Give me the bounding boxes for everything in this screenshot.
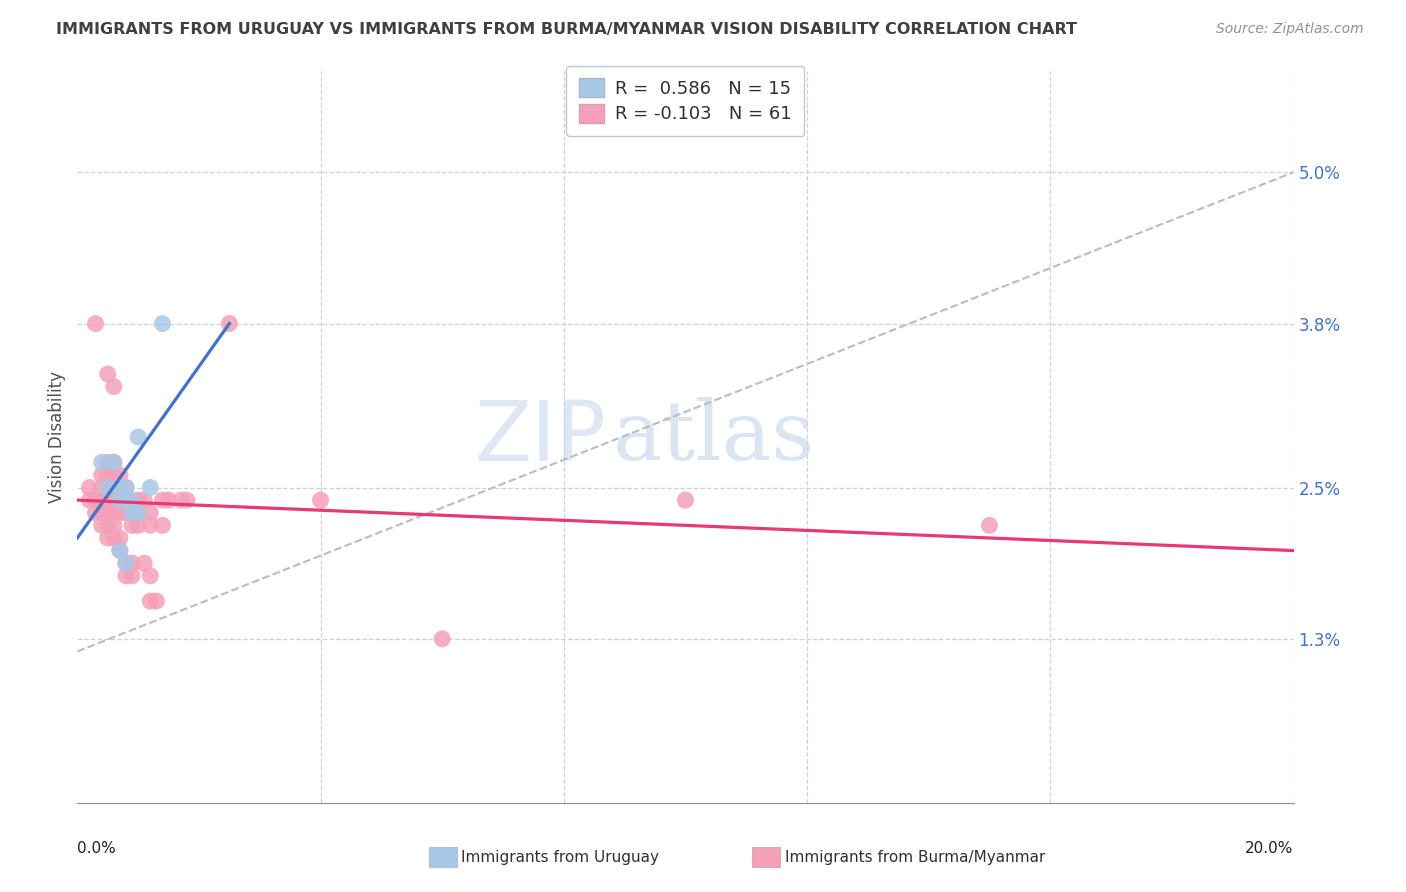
Point bbox=[127, 493, 149, 508]
Point bbox=[84, 317, 107, 331]
Point bbox=[108, 493, 131, 508]
Point bbox=[121, 506, 143, 520]
Point bbox=[145, 594, 167, 608]
Text: ZIP: ZIP bbox=[474, 397, 606, 477]
Point bbox=[90, 518, 112, 533]
Point bbox=[121, 506, 143, 520]
Point bbox=[108, 481, 131, 495]
Point bbox=[115, 481, 138, 495]
Point bbox=[90, 506, 112, 520]
Point bbox=[90, 467, 112, 482]
Point bbox=[108, 467, 131, 482]
Point bbox=[139, 594, 162, 608]
Point bbox=[90, 481, 112, 495]
Point bbox=[152, 317, 174, 331]
Text: atlas: atlas bbox=[613, 397, 814, 477]
Text: 20.0%: 20.0% bbox=[1246, 840, 1294, 855]
Point bbox=[115, 506, 138, 520]
Point bbox=[152, 518, 174, 533]
Point bbox=[97, 481, 120, 495]
Point bbox=[84, 493, 107, 508]
Point bbox=[97, 455, 120, 469]
Point bbox=[115, 481, 138, 495]
Point bbox=[115, 569, 138, 583]
Point bbox=[979, 518, 1001, 533]
Point bbox=[127, 518, 149, 533]
Point bbox=[157, 493, 180, 508]
Point bbox=[97, 506, 120, 520]
Point bbox=[103, 379, 125, 393]
Point bbox=[115, 556, 138, 570]
Point bbox=[97, 493, 120, 508]
Point bbox=[170, 493, 193, 508]
Point bbox=[127, 430, 149, 444]
Point bbox=[218, 317, 240, 331]
Point bbox=[103, 518, 125, 533]
Point bbox=[103, 467, 125, 482]
Point bbox=[108, 531, 131, 545]
Point bbox=[127, 506, 149, 520]
Point bbox=[115, 556, 138, 570]
Point bbox=[84, 506, 107, 520]
Point bbox=[79, 493, 101, 508]
Point bbox=[103, 493, 125, 508]
Point bbox=[675, 493, 697, 508]
Point bbox=[121, 556, 143, 570]
Y-axis label: Vision Disability: Vision Disability bbox=[48, 371, 66, 503]
Point bbox=[134, 493, 156, 508]
Point bbox=[127, 506, 149, 520]
Point bbox=[115, 493, 138, 508]
Point bbox=[108, 543, 131, 558]
Point bbox=[103, 531, 125, 545]
Text: Immigrants from Burma/Myanmar: Immigrants from Burma/Myanmar bbox=[785, 850, 1045, 864]
Point bbox=[103, 506, 125, 520]
Point bbox=[176, 493, 198, 508]
Point bbox=[108, 543, 131, 558]
Point bbox=[121, 493, 143, 508]
Point bbox=[97, 518, 120, 533]
Point bbox=[121, 493, 143, 508]
Point bbox=[432, 632, 454, 646]
Point bbox=[97, 481, 120, 495]
Point bbox=[121, 569, 143, 583]
Text: IMMIGRANTS FROM URUGUAY VS IMMIGRANTS FROM BURMA/MYANMAR VISION DISABILITY CORRE: IMMIGRANTS FROM URUGUAY VS IMMIGRANTS FR… bbox=[56, 22, 1077, 37]
Point bbox=[108, 481, 131, 495]
Point bbox=[79, 481, 101, 495]
Point bbox=[97, 531, 120, 545]
Point bbox=[139, 569, 162, 583]
Point bbox=[139, 481, 162, 495]
Point bbox=[103, 455, 125, 469]
Point bbox=[103, 481, 125, 495]
Point bbox=[90, 455, 112, 469]
Point bbox=[121, 518, 143, 533]
Text: Source: ZipAtlas.com: Source: ZipAtlas.com bbox=[1216, 22, 1364, 37]
Point bbox=[97, 467, 120, 482]
Point bbox=[108, 506, 131, 520]
Text: 0.0%: 0.0% bbox=[77, 840, 117, 855]
Text: Immigrants from Uruguay: Immigrants from Uruguay bbox=[461, 850, 659, 864]
Point bbox=[139, 506, 162, 520]
Point bbox=[139, 518, 162, 533]
Point bbox=[134, 556, 156, 570]
Point bbox=[90, 493, 112, 508]
Point bbox=[309, 493, 332, 508]
Point bbox=[97, 367, 120, 381]
Point bbox=[115, 493, 138, 508]
Point bbox=[103, 455, 125, 469]
Legend: R =  0.586   N = 15, R = -0.103   N = 61: R = 0.586 N = 15, R = -0.103 N = 61 bbox=[567, 66, 804, 136]
Point bbox=[152, 493, 174, 508]
